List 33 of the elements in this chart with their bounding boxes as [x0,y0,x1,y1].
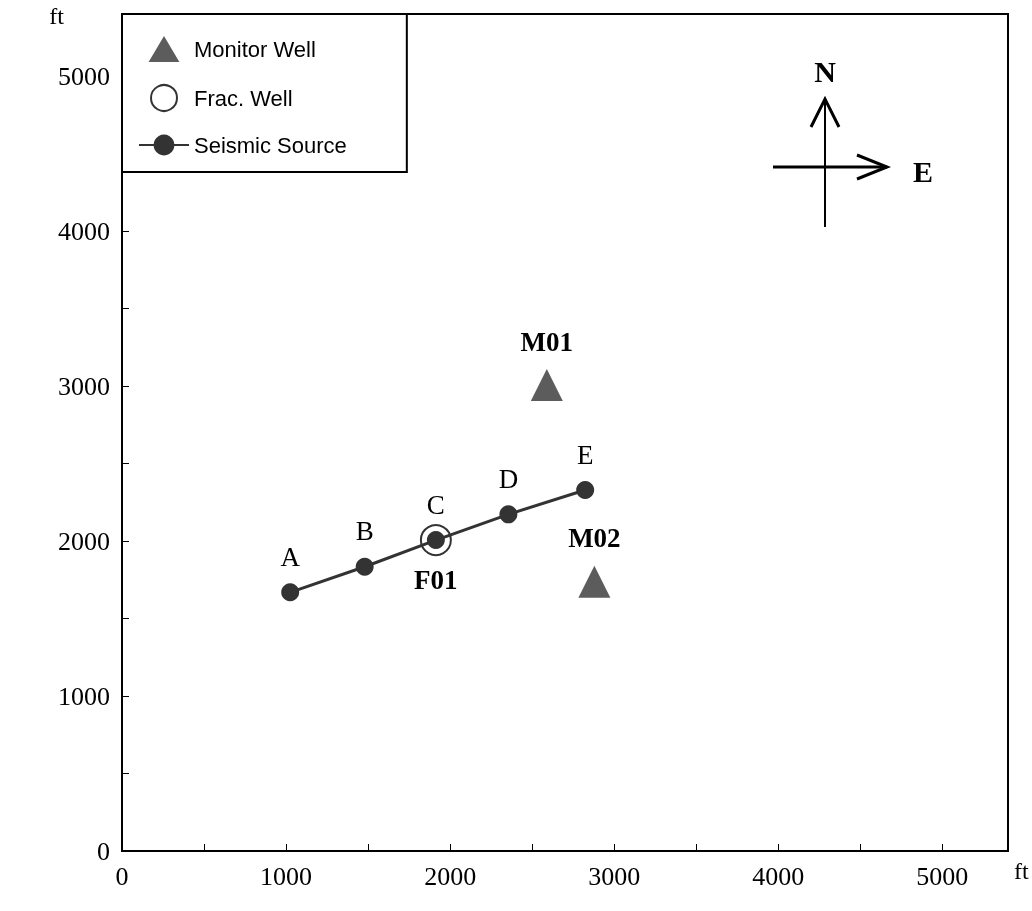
x-axis-title: ft [1014,858,1029,884]
y-tick-label: 5000 [58,61,110,91]
y-tick-label: 3000 [58,371,110,401]
legend-label: Monitor Well [194,36,316,62]
x-tick-label: 1000 [260,861,313,891]
legend-label: Seismic Source [194,132,347,158]
point [530,369,563,402]
x-tick-label: 0 [115,861,129,891]
y-tick-label: 1000 [58,681,110,711]
y-tick-label: 4000 [58,216,110,246]
annotation: M01 [520,326,574,357]
annotation: F01 [414,564,458,595]
point [499,505,518,524]
point [355,557,374,576]
x-tick-label: 3000 [588,861,641,891]
annotation: A [280,541,301,572]
y-tick-label: 2000 [58,526,110,556]
annotation: E [576,439,594,470]
point [578,565,611,598]
x-tick-label: 2000 [424,861,477,891]
annotation: B [355,516,374,547]
point [576,481,595,499]
y-axis-title: ft [49,3,65,29]
annotation: N [814,54,837,88]
legend-label: Frac. Well [194,85,293,111]
point [281,583,300,602]
annotation: M02 [568,523,621,554]
annotation: D [498,463,519,494]
x-tick-label: 5000 [916,861,969,891]
x-tick-label: 4000 [752,861,805,891]
y-tick-label: 0 [97,836,110,866]
annotation: E [912,154,934,188]
annotation: C [426,489,445,520]
